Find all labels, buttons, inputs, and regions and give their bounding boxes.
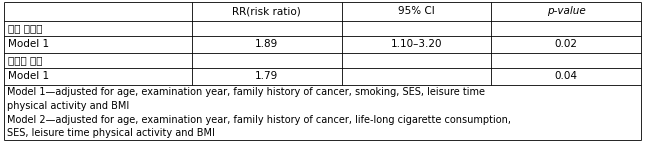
Text: 1.10–3.20: 1.10–3.20 [391, 39, 442, 49]
Text: Model 1—adjusted for age, examination year, family history of cancer, smoking, S: Model 1—adjusted for age, examination ye… [7, 87, 485, 97]
Text: physical activity and BMI: physical activity and BMI [7, 101, 129, 111]
Text: Model 1: Model 1 [8, 39, 49, 49]
Text: p-value: p-value [547, 6, 586, 16]
Text: 1.89: 1.89 [255, 39, 279, 49]
Text: Model 1: Model 1 [8, 71, 49, 81]
Text: 0.02: 0.02 [555, 39, 578, 49]
Text: 95% CI: 95% CI [398, 6, 435, 16]
Text: 흡연자 사이: 흡연자 사이 [8, 55, 43, 65]
Text: SES, leisure time physical activity and BMI: SES, leisure time physical activity and … [7, 128, 215, 139]
Text: 0.04: 0.04 [555, 71, 578, 81]
Text: 전체 코호트: 전체 코호트 [8, 23, 43, 33]
Text: 1.79: 1.79 [255, 71, 279, 81]
Text: Model 2—adjusted for age, examination year, family history of cancer, life-long : Model 2—adjusted for age, examination ye… [7, 115, 511, 125]
Text: RR(risk ratio): RR(risk ratio) [232, 6, 301, 16]
